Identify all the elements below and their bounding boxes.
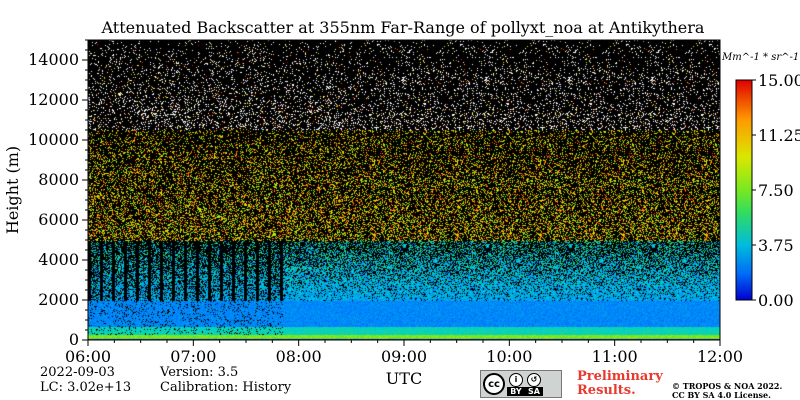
cc-by-label: BY	[507, 386, 525, 396]
y-axis-label: Height (m)	[3, 146, 22, 234]
x-axis: 06:00 07:00 08:00 09:00 10:00 11:00 12:00	[65, 340, 743, 366]
y-tick-label: 14000	[28, 50, 79, 69]
cc-by-person-icon: i	[509, 372, 523, 387]
colorbar-tick-label: 11.25	[758, 126, 800, 145]
x-tick-label: 11:00	[592, 347, 638, 366]
colorbar-tick-label: 3.75	[758, 236, 794, 255]
date-label: 2022-09-03	[40, 365, 115, 380]
cc-license-badge: cc i BY ↺ SA	[480, 370, 562, 398]
copyright-line1: © TROPOS & NOA 2022.	[672, 381, 783, 391]
colorbar-unit-label: Mm^-1 * sr^-1	[721, 52, 799, 63]
x-axis-label: UTC	[386, 369, 422, 388]
colorbar-bar	[735, 79, 753, 301]
x-tick-label: 10:00	[486, 347, 532, 366]
calibration-label: Calibration: History	[160, 380, 292, 395]
y-tick-label: 2000	[38, 290, 79, 309]
y-tick-label: 8000	[38, 170, 79, 189]
y-tick-label: 0	[69, 330, 79, 349]
lc-label: LC: 3.02e+13	[40, 380, 132, 395]
plot-area	[88, 40, 720, 340]
y-tick-label: 12000	[28, 90, 79, 109]
x-tick-label: 12:00	[697, 347, 743, 366]
preliminary-line2: Results.	[577, 383, 636, 398]
version-label: Version: 3.5	[160, 365, 239, 380]
x-tick-label: 09:00	[381, 347, 427, 366]
heatmap-raster	[88, 40, 720, 340]
y-tick-label: 6000	[38, 210, 79, 229]
colorbar: 0.00 3.75 7.50 11.25 15.00 Mm^-1 * sr^-1	[721, 52, 800, 310]
copyright-line2: CC BY SA 4.0 License.	[672, 390, 771, 400]
y-axis: 0 2000 4000 6000 8000 10000 12000 14000	[28, 39, 88, 349]
x-tick-label: 07:00	[170, 347, 216, 366]
chart-title: Attenuated Backscatter at 355nm Far-Rang…	[101, 18, 705, 37]
cc-sa-group: ↺ SA	[525, 372, 543, 396]
cc-icon: cc	[483, 373, 505, 395]
colorbar-tick-label: 7.50	[758, 181, 794, 200]
cc-sa-label: SA	[525, 386, 543, 396]
x-tick-label: 06:00	[65, 347, 111, 366]
y-tick-label: 10000	[28, 130, 79, 149]
colorbar-tick-label: 15.00	[758, 71, 800, 90]
cc-by-group: i BY	[507, 372, 525, 396]
preliminary-line1: Preliminary	[577, 369, 663, 384]
x-tick-label: 08:00	[276, 347, 322, 366]
colorbar-tick-label: 0.00	[758, 291, 794, 310]
cc-sa-share-icon: ↺	[527, 372, 541, 387]
y-tick-label: 4000	[38, 250, 79, 269]
